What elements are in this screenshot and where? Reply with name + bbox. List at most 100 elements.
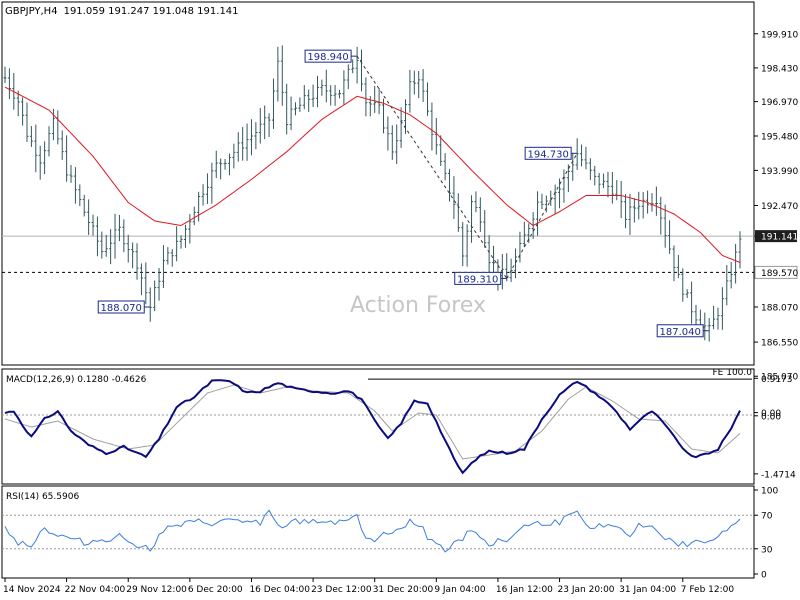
price-bar (668, 220, 672, 254)
price-bar (575, 138, 579, 170)
macd-main-line (4, 379, 741, 475)
price-bar (241, 127, 245, 161)
price-bar (271, 78, 275, 129)
price-bar (632, 198, 636, 223)
price-bar (478, 197, 482, 232)
price-tick-label: 199.910 (761, 30, 798, 40)
price-bar (144, 262, 148, 305)
price-tick-label: 188.070 (761, 304, 798, 314)
price-bar (73, 167, 77, 204)
rsi-tick-label: 100 (761, 487, 778, 497)
price-bar (602, 173, 606, 189)
price-bar (7, 68, 11, 99)
price-bar (210, 162, 214, 204)
price-bar (38, 145, 42, 180)
price-bar (355, 46, 359, 84)
price-bar (263, 105, 267, 140)
time-tick-label: 6 Dec 20:00 (188, 585, 243, 595)
price-bar (470, 195, 474, 243)
price-bar (417, 71, 421, 99)
price-bar (175, 226, 179, 262)
price-bar (606, 171, 610, 198)
price-bar (346, 64, 350, 90)
price-bar (126, 234, 130, 263)
price-bar (712, 305, 716, 330)
price-tick-label: 185.070 (761, 373, 798, 383)
price-bar (324, 69, 328, 103)
macd-tick-label: 0.00 (761, 412, 781, 422)
price-bar (192, 206, 196, 226)
price-bar (219, 158, 223, 180)
price-bar (558, 178, 562, 209)
rsi-tick-label: 0 (761, 571, 767, 581)
price-bar (223, 159, 227, 170)
price-bar (289, 96, 293, 131)
price-bar (267, 113, 271, 138)
price-bar (100, 231, 104, 259)
price-bar (109, 229, 113, 265)
price-bar (311, 84, 315, 108)
last-price-box (755, 230, 797, 243)
price-bar (544, 195, 548, 213)
price-bar (681, 268, 685, 302)
price-bar (588, 158, 592, 180)
price-bar (443, 153, 447, 181)
price-bar (426, 82, 430, 116)
price-bar (624, 194, 628, 229)
price-bar (593, 165, 597, 186)
price-bar (448, 169, 452, 202)
price-bar (430, 102, 434, 151)
price-bar (351, 59, 355, 74)
price-bar (34, 124, 38, 173)
rsi-tick-label: 70 (761, 512, 773, 522)
price-bar (483, 210, 487, 248)
price-bar (514, 248, 518, 279)
price-bar (293, 102, 297, 116)
price-bar (580, 144, 584, 167)
price-bar (135, 243, 139, 280)
swing-label-text: 194.730 (527, 149, 568, 160)
price-bar (258, 108, 262, 144)
price-bar (597, 172, 601, 194)
swing-label: 194.730 (524, 146, 578, 160)
fe-level-label: FE 100.0 (713, 368, 753, 378)
swing-label-box (454, 271, 502, 285)
rsi-title: RSI(14) 65.5906 (6, 492, 79, 502)
swing-label-box (304, 49, 352, 63)
price-bar (566, 164, 570, 193)
price-tick-label: 191.141 (761, 233, 798, 243)
price-bar (179, 235, 183, 249)
macd-lines (2, 379, 754, 475)
price-bar (104, 235, 108, 257)
price-bar (373, 86, 377, 113)
price-tick-label: 189.570 (761, 269, 798, 279)
price-bar (166, 247, 170, 265)
swing-label: 198.940 (304, 49, 358, 63)
price-bar (412, 70, 416, 95)
price-bar (16, 90, 20, 117)
price-bar (276, 46, 280, 102)
fibonacci-trendlines (356, 55, 578, 279)
price-bar (690, 281, 694, 324)
rsi-path (4, 509, 741, 553)
price-bar (157, 268, 161, 301)
swing-label-box (97, 300, 145, 314)
price-bar (408, 69, 412, 113)
price-bar (395, 124, 399, 165)
price-bar (584, 146, 588, 170)
price-bar (654, 186, 658, 216)
price-bar (707, 317, 711, 342)
price-bar (676, 254, 680, 278)
price-bar (320, 79, 324, 96)
price-bar (254, 122, 258, 150)
price-bar (183, 224, 187, 248)
price-tick-label: 198.430 (761, 64, 798, 74)
price-bar (117, 214, 121, 242)
price-bar (236, 132, 240, 162)
price-tick-label: 186.550 (761, 339, 798, 349)
price-bar (87, 199, 91, 235)
price-bar (382, 98, 386, 134)
price-bar (641, 192, 645, 219)
time-tick-label: 9 Jan 04:00 (434, 585, 486, 595)
time-tick-label: 16 Jan 12:00 (496, 585, 553, 595)
